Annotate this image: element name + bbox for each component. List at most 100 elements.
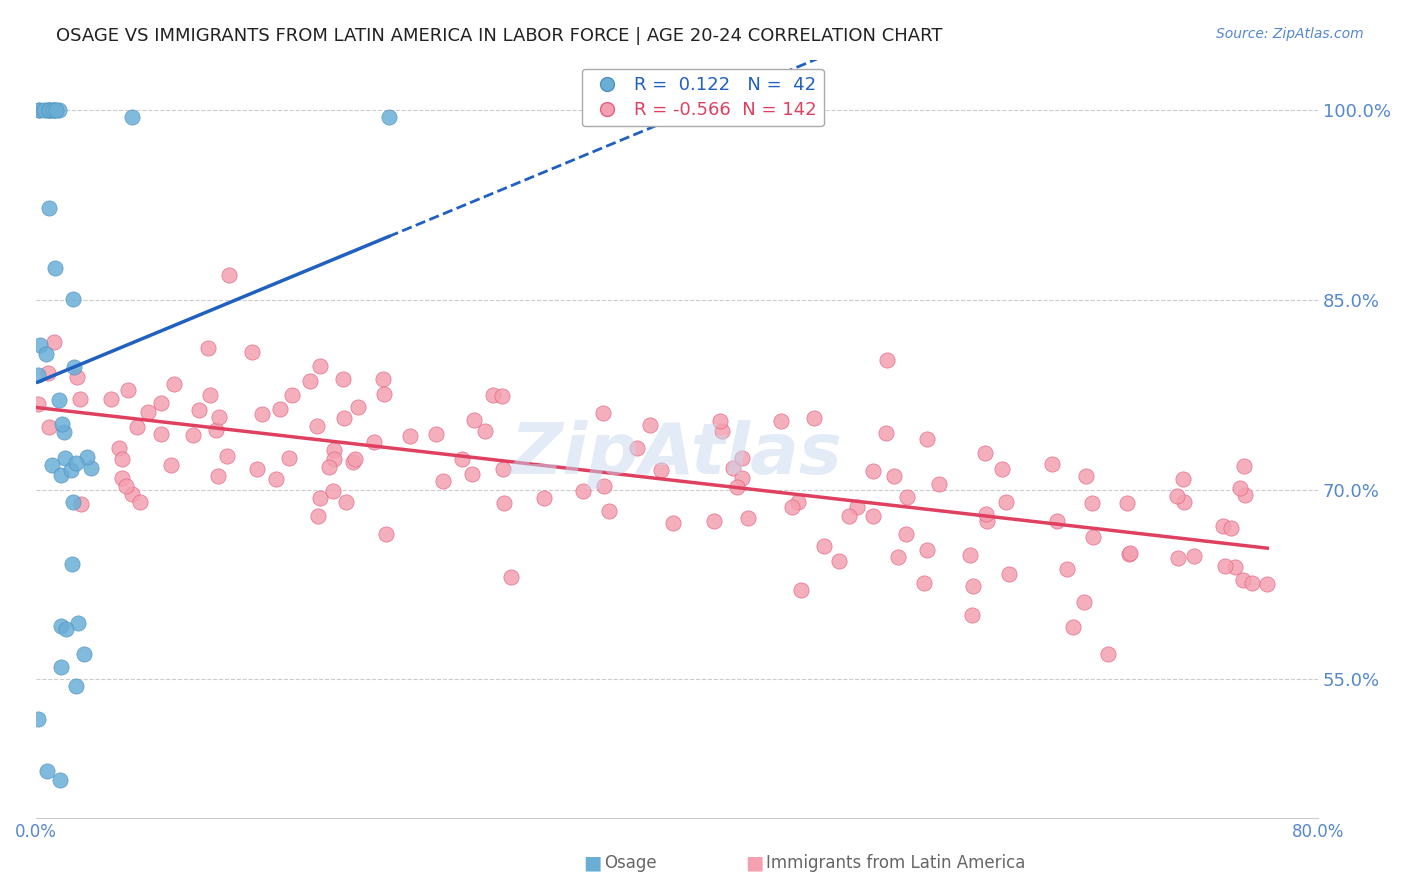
Point [399, 429, 422, 443]
Point [482, 388, 505, 402]
Point [333, 411, 356, 425]
Point [149, 396, 172, 410]
Point [69, 392, 91, 406]
Point [1212, 519, 1234, 533]
Point [787, 494, 810, 508]
Point [725, 480, 748, 494]
Point [721, 461, 744, 475]
Point [264, 472, 287, 486]
Point [332, 372, 354, 386]
Point [37, 366, 59, 380]
Point [48, 393, 70, 408]
Point [322, 484, 344, 499]
Point [883, 469, 905, 483]
Point [813, 539, 835, 553]
Point [377, 110, 399, 124]
Point [650, 463, 672, 477]
Point [160, 458, 183, 473]
Point [1256, 576, 1278, 591]
Point [862, 509, 884, 524]
Point [432, 474, 454, 488]
Point [27, 712, 49, 726]
Point [80, 461, 103, 475]
Point [307, 509, 329, 524]
Point [886, 550, 908, 565]
Point [838, 509, 860, 524]
Point [1240, 575, 1263, 590]
Point [27, 368, 49, 383]
Point [48, 103, 70, 118]
Point [100, 392, 122, 406]
Point [959, 548, 981, 562]
Text: Osage: Osage [605, 855, 657, 872]
Point [731, 451, 754, 466]
Point [111, 451, 134, 466]
Point [49, 660, 72, 674]
Point [1115, 496, 1137, 510]
Point [730, 471, 752, 485]
Point [626, 441, 648, 455]
Point [37, 764, 59, 778]
Point [215, 449, 238, 463]
Point [41, 458, 63, 473]
Point [121, 110, 143, 124]
Point [711, 424, 734, 438]
Point [662, 516, 685, 531]
Point [308, 359, 330, 373]
Point [44, 261, 66, 276]
Point [27, 396, 49, 410]
Point [197, 341, 219, 355]
Text: Immigrants from Latin America: Immigrants from Latin America [766, 855, 1025, 872]
Point [960, 608, 983, 623]
Point [62, 292, 84, 306]
Point [60, 557, 83, 571]
Point [474, 425, 496, 439]
Point [976, 514, 998, 528]
Point [163, 377, 186, 392]
Point [49, 773, 72, 788]
Point [915, 543, 938, 558]
Point [1097, 647, 1119, 661]
Point [976, 507, 998, 521]
Point [28, 103, 51, 118]
Point [460, 467, 482, 482]
Point [128, 495, 150, 509]
Point [875, 426, 897, 441]
Point [703, 514, 725, 528]
Point [1056, 561, 1078, 575]
Point [318, 460, 340, 475]
Point [1119, 546, 1142, 560]
Point [1234, 487, 1257, 501]
Point [1081, 496, 1104, 510]
Point [1173, 472, 1195, 486]
Point [76, 450, 98, 464]
Point [598, 504, 620, 518]
Point [363, 434, 385, 449]
Point [111, 470, 134, 484]
Point [1062, 620, 1084, 634]
Point [896, 490, 918, 504]
Point [375, 527, 398, 541]
Text: OSAGE VS IMMIGRANTS FROM LATIN AMERICA IN LABOR FORCE | AGE 20-24 CORRELATION CH: OSAGE VS IMMIGRANTS FROM LATIN AMERICA I… [56, 27, 943, 45]
Point [240, 345, 263, 359]
Text: ZipAtlas: ZipAtlas [512, 420, 844, 489]
Point [997, 566, 1019, 581]
Point [38, 201, 60, 215]
Point [1073, 595, 1095, 609]
Point [769, 414, 792, 428]
Point [323, 442, 346, 457]
Point [1166, 489, 1188, 503]
Point [28, 103, 51, 118]
Point [1233, 458, 1256, 473]
Point [846, 500, 869, 514]
Point [373, 372, 395, 386]
Point [73, 647, 96, 661]
Point [309, 491, 332, 505]
Point [115, 479, 138, 493]
Point [592, 405, 614, 419]
Point [342, 455, 364, 469]
Point [862, 464, 884, 478]
Point [790, 582, 813, 597]
Point [207, 410, 229, 425]
Text: ■: ■ [583, 854, 602, 872]
